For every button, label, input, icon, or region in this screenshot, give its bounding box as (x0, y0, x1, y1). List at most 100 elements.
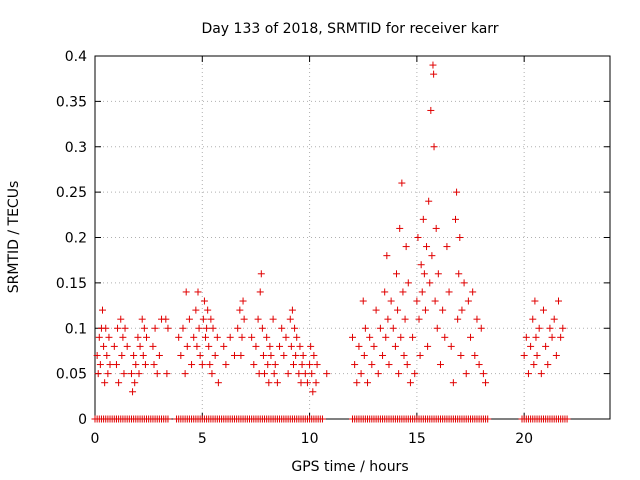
y-tick-label: 0.4 (65, 49, 87, 65)
data-point (95, 333, 103, 341)
data-point (140, 324, 148, 332)
data-point (127, 370, 135, 378)
data-point (415, 315, 423, 323)
data-point (550, 315, 558, 323)
data-point (164, 415, 172, 423)
data-point (259, 351, 267, 359)
data-point (132, 361, 140, 369)
data-point (196, 351, 204, 359)
data-point (416, 351, 424, 359)
data-point (419, 215, 427, 223)
data-point (119, 333, 127, 341)
data-point (530, 361, 538, 369)
data-point (389, 324, 397, 332)
data-point (460, 279, 468, 287)
y-tick-label: 0.2 (65, 231, 87, 247)
data-point (222, 361, 230, 369)
data-point (552, 351, 560, 359)
data-point (402, 243, 410, 251)
data-point (542, 342, 550, 350)
data-point (123, 342, 131, 350)
data-point (449, 379, 457, 387)
x-axis-label: GPS time / hours (291, 459, 408, 475)
data-point (164, 324, 172, 332)
data-point (267, 351, 275, 359)
data-point (190, 333, 198, 341)
data-point (404, 279, 412, 287)
data-point (94, 370, 102, 378)
data-point (360, 351, 368, 359)
data-point (163, 370, 171, 378)
data-point (439, 306, 447, 314)
data-point (286, 315, 294, 323)
data-point (208, 370, 216, 378)
data-point (429, 61, 437, 69)
data-point (100, 342, 108, 350)
data-point (220, 342, 228, 350)
data-point (139, 351, 147, 359)
data-point (401, 315, 409, 323)
data-point (425, 197, 433, 205)
data-point (374, 370, 382, 378)
x-tick-label: 0 (91, 431, 100, 447)
data-point (522, 333, 530, 341)
data-point (559, 324, 567, 332)
data-point (307, 342, 315, 350)
data-point (398, 179, 406, 187)
data-point (271, 361, 279, 369)
data-point (150, 361, 158, 369)
data-point (278, 324, 286, 332)
data-point (240, 315, 248, 323)
data-point (452, 215, 459, 223)
data-point (527, 342, 535, 350)
data-point (136, 342, 144, 350)
data-point (361, 324, 369, 332)
data-point (114, 324, 122, 332)
data-point (555, 297, 562, 305)
data-point (101, 379, 109, 387)
data-point (409, 333, 417, 341)
data-point (181, 370, 189, 378)
data-point (520, 351, 528, 359)
data-point (120, 370, 128, 378)
x-tick-label: 20 (515, 431, 533, 447)
data-point (198, 361, 206, 369)
data-point (417, 261, 425, 269)
data-point (310, 351, 318, 359)
data-point (93, 351, 101, 359)
data-point (301, 370, 309, 378)
data-point (414, 234, 422, 241)
data-point (118, 351, 126, 359)
data-point (204, 306, 212, 314)
y-tick-label: 0.35 (56, 94, 87, 110)
data-point (185, 315, 193, 323)
data-point (531, 297, 539, 305)
data-point (430, 70, 438, 78)
data-point (376, 324, 384, 332)
data-point (258, 324, 266, 332)
data-point (464, 297, 472, 305)
y-tick-label: 0.15 (56, 276, 87, 292)
data-point (400, 351, 408, 359)
data-point (252, 342, 260, 350)
data-point (99, 306, 107, 314)
data-point (455, 270, 463, 278)
data-point (177, 351, 185, 359)
data-point (248, 333, 256, 341)
data-point (524, 370, 532, 378)
data-point (237, 351, 245, 359)
data-point (529, 315, 537, 323)
data-point (303, 379, 311, 387)
data-point (257, 270, 265, 278)
data-point (213, 333, 221, 341)
data-point (434, 270, 442, 278)
data-point (110, 342, 118, 350)
data-point (479, 370, 487, 378)
data-point (430, 143, 438, 151)
data-point (135, 370, 143, 378)
data-point (364, 379, 372, 387)
data-point (372, 306, 380, 314)
data-point (206, 361, 214, 369)
data-point (355, 342, 363, 350)
data-point (413, 297, 421, 305)
